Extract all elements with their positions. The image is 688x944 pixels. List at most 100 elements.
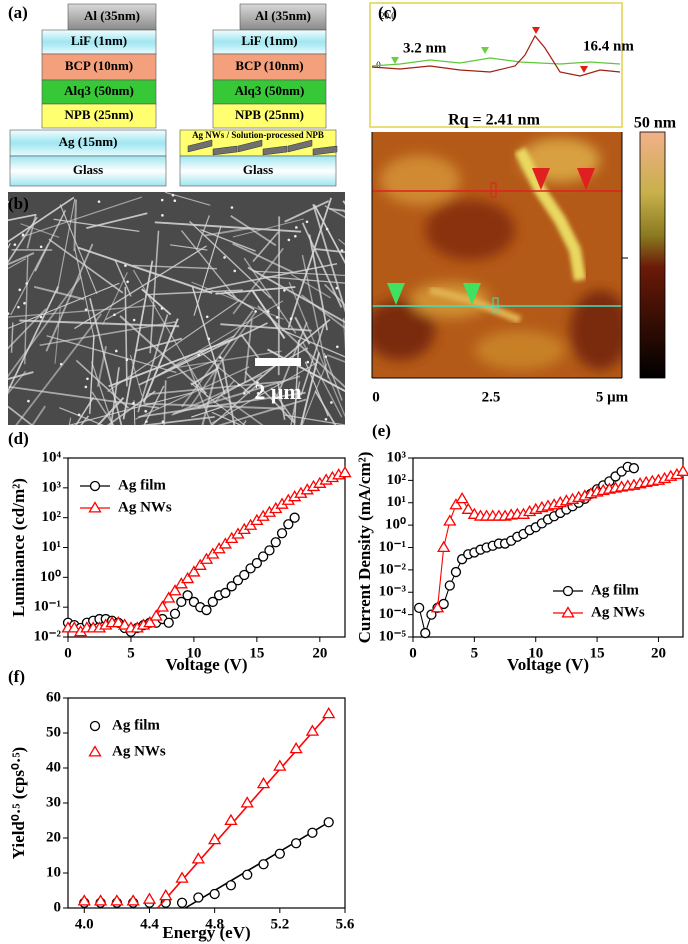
particle: [17, 305, 20, 309]
nanowire: [141, 288, 172, 316]
marker: [307, 827, 318, 838]
nanowire: [324, 205, 345, 219]
nanowire: [201, 363, 220, 425]
layer: [212, 103, 327, 129]
nanowire: [243, 257, 297, 334]
y-tick-label: 10⁰: [40, 569, 61, 585]
marker: [240, 796, 254, 808]
nanowire: [26, 215, 37, 249]
nanowire: [107, 300, 239, 392]
nanowire: [287, 197, 332, 328]
x-tick-label: 0: [409, 645, 417, 661]
nanowire: [8, 282, 120, 329]
nanowire: [312, 145, 338, 156]
y-tick-label: 20: [46, 829, 61, 845]
layer: [212, 53, 327, 81]
nanowire: [10, 322, 14, 353]
marker: [193, 558, 207, 570]
x-tick-label: 10: [528, 645, 543, 661]
nanowire: [48, 238, 124, 294]
particle: [294, 234, 297, 238]
nanowire: [91, 361, 114, 425]
afm-x-tick: 2.5: [482, 389, 501, 405]
nanowires: [8, 192, 345, 425]
nanowire: [53, 218, 140, 233]
nanowire: [56, 198, 76, 294]
marker: [283, 519, 294, 530]
particle: [218, 356, 222, 359]
particle: [324, 418, 328, 421]
legend-marker: [562, 585, 574, 597]
nanowire: [21, 196, 143, 238]
marker: [163, 617, 174, 628]
marker: [305, 724, 320, 736]
nanowire: [19, 319, 180, 328]
particle: [113, 313, 116, 317]
particle: [8, 312, 10, 315]
legend-label: Ag film: [591, 582, 639, 598]
legend-label: Ag film: [118, 477, 166, 493]
layer-label: Alq3 (50nm): [235, 83, 305, 98]
panel-label: (c): [378, 3, 397, 22]
layer: [41, 79, 157, 105]
nanowire: [342, 318, 345, 350]
x-tick-label: 15: [249, 645, 264, 661]
nanowire: [106, 390, 156, 425]
marker: [532, 27, 540, 34]
nanowire: [301, 222, 343, 308]
marker: [338, 465, 352, 478]
particle: [275, 316, 279, 319]
nanowire: [96, 396, 125, 425]
marker: [169, 608, 181, 619]
marker: [443, 514, 457, 526]
nanowire: [313, 204, 345, 265]
chart: (d) 0 5 10 15 20 10⁻² 10⁻¹ 10⁰ 10¹ 10² 10³ 10⁴ Voltag…: [8, 429, 352, 674]
particle: [237, 383, 241, 387]
nanowire: [300, 352, 321, 425]
x-tick-label: 20: [312, 645, 327, 661]
marker: [77, 894, 91, 906]
x-axis-label: Voltage (V): [507, 655, 589, 674]
y-tick-label: 10¹: [387, 494, 407, 510]
marker: [126, 894, 140, 906]
marker: [176, 897, 188, 908]
marker: [149, 609, 163, 621]
nanowire: [281, 329, 345, 358]
x-tick-label: 0: [64, 645, 72, 661]
layer: [9, 155, 167, 187]
colorbar-label: 50 nm: [634, 115, 677, 132]
y-tick-label: 10³: [387, 449, 407, 465]
nanowire: [105, 298, 145, 321]
y-tick-label: 10⁻¹: [379, 539, 406, 555]
nanowire: [244, 371, 296, 424]
nanowire: [122, 260, 154, 420]
marker: [274, 848, 285, 859]
nanowire: [10, 243, 49, 316]
nanowire: [96, 346, 108, 387]
nanowire: [324, 283, 345, 307]
nanowire: [102, 272, 128, 326]
layer-label: Al (35nm): [84, 8, 140, 23]
particle: [18, 288, 22, 292]
nanowire: [68, 392, 193, 425]
layer: [41, 29, 157, 55]
nanowire: [154, 221, 302, 233]
nanowire: [232, 247, 284, 315]
y-tick-label: 10²: [42, 509, 62, 525]
marker: [220, 587, 231, 599]
particle: [21, 233, 25, 237]
x-tick-label: 15: [590, 645, 605, 661]
particle: [132, 402, 135, 405]
marker: [437, 540, 451, 552]
particle: [77, 413, 81, 417]
marker: [258, 859, 269, 870]
cursor: [492, 297, 499, 313]
particle: [205, 315, 209, 319]
nanowire: [8, 371, 34, 380]
particle: [145, 420, 148, 423]
marker: [449, 498, 463, 510]
nanowire: [329, 207, 345, 212]
y-axis-label: Yield⁰·⁵ (cps⁰·⁵): [9, 747, 28, 859]
y-tick-label: 10¹: [42, 539, 62, 555]
